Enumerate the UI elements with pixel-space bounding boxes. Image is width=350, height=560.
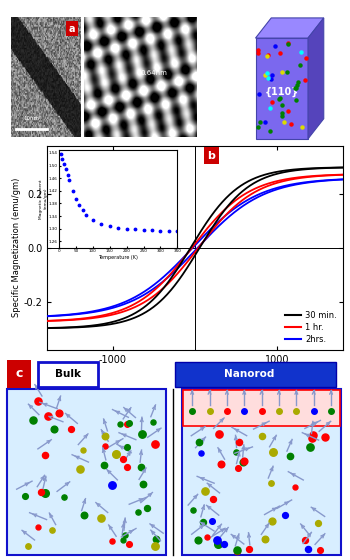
Text: Nanorod: Nanorod <box>224 369 274 379</box>
Text: 10nm: 10nm <box>23 116 40 122</box>
Text: b: b <box>208 151 215 161</box>
Text: 0.64nm: 0.64nm <box>140 69 167 76</box>
Bar <box>182 389 341 555</box>
Bar <box>38 362 98 387</box>
Bar <box>183 390 340 426</box>
Text: a: a <box>69 24 75 34</box>
Bar <box>175 362 336 387</box>
Text: c: c <box>15 367 23 380</box>
Bar <box>7 360 31 388</box>
Legend: 30 min., 1 hr., 2hrs.: 30 min., 1 hr., 2hrs. <box>283 309 339 346</box>
Text: Bulk: Bulk <box>55 369 81 379</box>
Polygon shape <box>308 18 324 139</box>
X-axis label: Field(G): Field(G) <box>176 366 214 376</box>
Polygon shape <box>256 38 308 139</box>
Y-axis label: Specific Magnetization (emu/gm): Specific Magnetization (emu/gm) <box>12 178 21 318</box>
Polygon shape <box>256 18 324 38</box>
Bar <box>7 389 167 555</box>
Text: {110}: {110} <box>265 87 299 97</box>
